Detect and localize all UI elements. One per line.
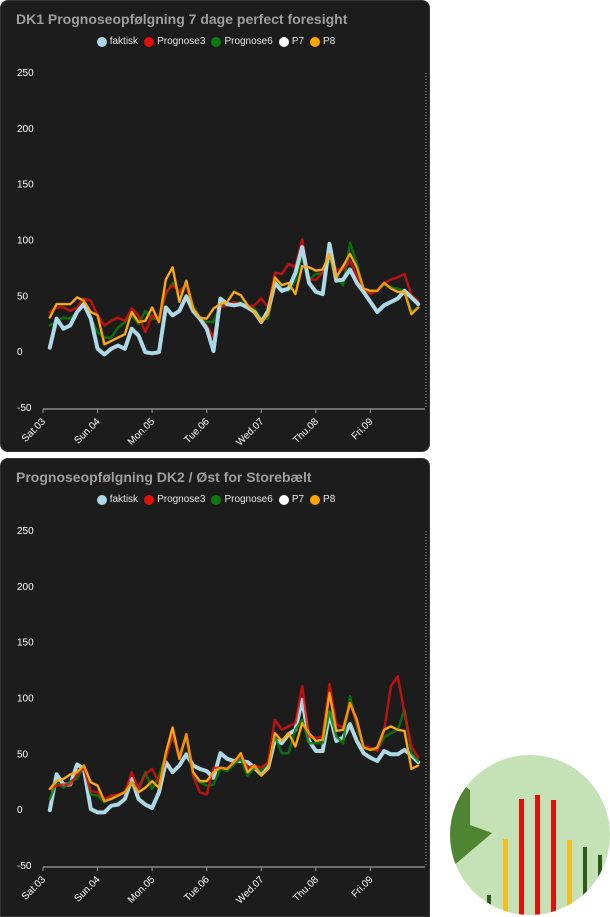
legend-marker-icon <box>96 36 107 47</box>
chart-title: DK1 Prognoseopfølgning 7 dage perfect fo… <box>16 11 348 27</box>
legend-label: Prognose3 <box>157 36 206 47</box>
y-tick-label: 250 <box>17 526 34 537</box>
x-tick-label: Wed.07 <box>234 416 266 448</box>
y-tick-label: 0 <box>17 805 23 816</box>
series-line-faktisk <box>47 697 421 815</box>
legend-item-faktisk[interactable]: faktisk <box>96 36 139 47</box>
y-tick-label: 100 <box>17 694 34 705</box>
legend-marker-icon <box>310 494 321 505</box>
x-tick-label: Tue.06 <box>182 874 212 904</box>
chart-card-dk1: DK1 Prognoseopfølgning 7 dage perfect fo… <box>0 0 430 452</box>
legend-label: Prognose3 <box>157 494 206 505</box>
legend-item-p8[interactable]: P8 <box>310 36 335 47</box>
legend-item-prognose3[interactable]: Prognose3 <box>144 494 205 505</box>
legend-label: P8 <box>323 494 336 505</box>
chart-legend: faktisk Prognose3 Prognose6 P7 P8 <box>1 494 429 508</box>
legend-label: P8 <box>323 36 336 47</box>
series-line-p8 <box>48 252 420 346</box>
y-tick-label: 50 <box>17 291 29 302</box>
app-logo-icon <box>450 755 610 915</box>
y-tick-label: 100 <box>17 236 34 247</box>
series-line-faktisk <box>47 241 421 357</box>
y-tick-label: 50 <box>17 749 29 760</box>
series-line-p8 <box>48 691 420 803</box>
y-tick-label: 150 <box>17 638 34 649</box>
x-tick-label: Thu.08 <box>291 874 321 904</box>
y-tick-label: 200 <box>17 124 34 135</box>
legend-label: P7 <box>291 36 305 47</box>
legend-label: faktisk <box>109 494 139 505</box>
series-line-prognose3 <box>48 674 420 801</box>
legend-marker-icon <box>144 36 155 47</box>
legend-item-prognose6[interactable]: Prognose6 <box>211 36 273 47</box>
y-tick-label: -50 <box>17 861 32 872</box>
chart-title: Prognoseopfølgning DK2 / Øst for Storebæ… <box>16 469 312 485</box>
legend-marker-icon <box>211 494 222 505</box>
legend-label: Prognose6 <box>224 36 273 47</box>
x-tick-label: Fri.09 <box>350 874 376 900</box>
legend-marker-icon <box>144 494 155 505</box>
legend-label: Prognose6 <box>224 494 273 505</box>
y-tick-label: -50 <box>17 403 32 414</box>
series-line-prognose3 <box>48 238 420 339</box>
legend-marker-icon <box>278 494 289 505</box>
legend-marker-icon <box>211 36 222 47</box>
y-tick-label: 250 <box>17 68 34 79</box>
y-tick-label: 200 <box>17 582 34 593</box>
legend-item-prognose3[interactable]: Prognose3 <box>144 36 205 47</box>
x-tick-label: Sun.04 <box>72 874 102 904</box>
chart-plot: 250 200 150 100 50 0 -50 Sat.03 Sun.04 Mon.05 Tue.… <box>17 68 427 448</box>
legend-item-prognose6[interactable]: Prognose6 <box>211 494 273 505</box>
x-tick-label: Mon.05 <box>126 874 158 906</box>
series-line-p7 <box>49 253 419 346</box>
x-tick-label: Mon.05 <box>126 416 158 448</box>
chart-plot: 250 200 150 100 50 0 -50 Sat.03 Sun.04 Mon.05 Tue.… <box>17 526 427 906</box>
x-tick-label: Tue.06 <box>182 416 212 446</box>
x-tick-label: Fri.09 <box>350 416 376 442</box>
legend-label: P7 <box>291 494 305 505</box>
x-tick-label: Sun.04 <box>72 416 102 446</box>
legend-marker-icon <box>278 36 289 47</box>
legend-item-p8[interactable]: P8 <box>310 494 335 505</box>
legend-item-p7[interactable]: P7 <box>278 494 305 505</box>
x-tick-label: Wed.07 <box>234 874 266 906</box>
y-tick-label: 150 <box>17 180 34 191</box>
x-tick-label: Sat.03 <box>20 874 49 903</box>
chart-card-dk2: Prognoseopfølgning DK2 / Øst for Storebæ… <box>0 458 430 917</box>
x-tick-label: Thu.08 <box>291 416 321 446</box>
chart-legend: faktisk Prognose3 Prognose6 P7 P8 <box>1 36 429 50</box>
y-tick-label: 0 <box>17 347 23 358</box>
legend-marker-icon <box>310 36 321 47</box>
legend-item-faktisk[interactable]: faktisk <box>96 494 139 505</box>
x-tick-label: Sat.03 <box>20 416 49 445</box>
legend-label: faktisk <box>109 36 139 47</box>
legend-item-p7[interactable]: P7 <box>278 36 305 47</box>
legend-marker-icon <box>96 494 107 505</box>
